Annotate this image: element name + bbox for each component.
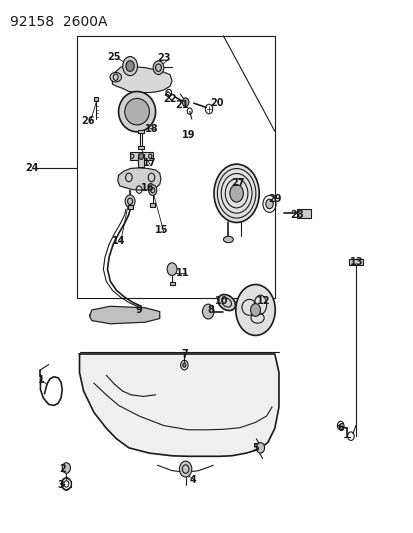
Bar <box>150 204 155 207</box>
Circle shape <box>153 61 164 75</box>
Circle shape <box>235 285 275 335</box>
Ellipse shape <box>223 236 233 243</box>
Text: 22: 22 <box>163 94 176 104</box>
Circle shape <box>125 195 135 208</box>
Circle shape <box>126 61 134 71</box>
Text: 21: 21 <box>175 100 189 110</box>
Text: 5: 5 <box>252 443 258 453</box>
Circle shape <box>148 185 157 196</box>
Circle shape <box>202 304 214 319</box>
Bar <box>129 152 152 160</box>
Circle shape <box>256 442 264 453</box>
Bar <box>127 205 132 209</box>
Circle shape <box>182 363 185 367</box>
Bar <box>138 154 144 167</box>
Text: 29: 29 <box>268 193 281 204</box>
Polygon shape <box>90 306 159 324</box>
Ellipse shape <box>218 295 235 311</box>
Text: 24: 24 <box>26 164 39 173</box>
Text: 14: 14 <box>112 236 125 246</box>
Text: 20: 20 <box>210 98 223 108</box>
Text: 13: 13 <box>349 257 363 267</box>
Polygon shape <box>112 66 172 93</box>
Text: 92158  2600A: 92158 2600A <box>9 14 107 29</box>
Text: 3: 3 <box>57 480 64 490</box>
Text: 26: 26 <box>81 116 94 126</box>
Ellipse shape <box>124 99 149 125</box>
Bar <box>77 36 274 298</box>
Text: 27: 27 <box>230 177 244 188</box>
Circle shape <box>179 461 191 477</box>
Circle shape <box>265 199 273 209</box>
Circle shape <box>229 184 243 202</box>
Text: 11: 11 <box>175 268 189 278</box>
Bar <box>138 130 144 133</box>
Text: 23: 23 <box>157 53 170 63</box>
Text: 9: 9 <box>135 305 142 315</box>
Text: 10: 10 <box>214 296 228 306</box>
Ellipse shape <box>110 72 121 82</box>
Polygon shape <box>79 354 278 456</box>
Text: 25: 25 <box>107 52 121 62</box>
Text: 19: 19 <box>181 130 195 140</box>
Text: 2: 2 <box>59 464 66 474</box>
Circle shape <box>138 153 143 159</box>
Polygon shape <box>117 168 161 190</box>
Text: 12: 12 <box>256 296 270 306</box>
Bar <box>169 282 174 285</box>
Circle shape <box>250 304 260 317</box>
Circle shape <box>62 463 70 473</box>
Ellipse shape <box>118 92 155 132</box>
Circle shape <box>167 263 176 276</box>
Text: 1: 1 <box>38 375 45 385</box>
Circle shape <box>214 164 259 222</box>
Text: 17: 17 <box>142 158 156 168</box>
Circle shape <box>182 98 188 107</box>
Text: 28: 28 <box>289 209 303 220</box>
Text: 16: 16 <box>140 183 154 193</box>
Bar <box>138 146 144 149</box>
Circle shape <box>122 56 137 76</box>
Text: 6: 6 <box>337 423 343 433</box>
Bar <box>296 209 310 217</box>
Bar <box>348 259 362 265</box>
Text: 7: 7 <box>180 349 188 359</box>
Bar <box>94 97 98 101</box>
Text: 18: 18 <box>144 124 158 134</box>
Text: 15: 15 <box>154 225 168 236</box>
Text: 4: 4 <box>189 475 195 484</box>
Text: 8: 8 <box>207 305 214 315</box>
